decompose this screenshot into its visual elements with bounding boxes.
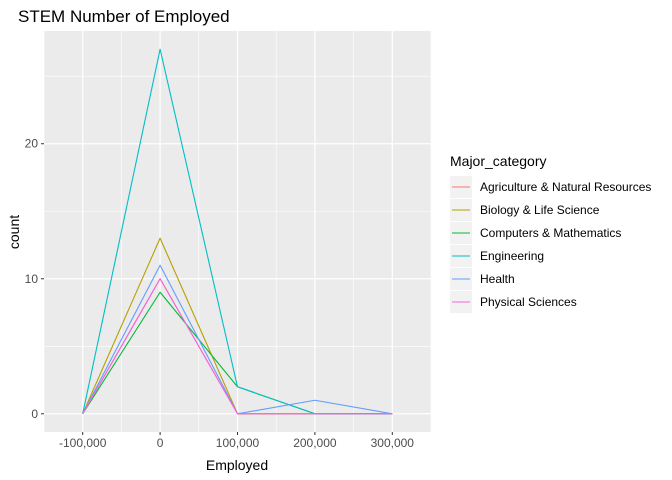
legend-label: Physical Sciences [480, 295, 577, 309]
chart-title: STEM Number of Employed [18, 7, 230, 26]
legend-title: Major_category [450, 153, 547, 169]
legend-item-health: Health [450, 268, 515, 290]
legend-item-biology-life-science: Biology & Life Science [450, 199, 600, 221]
x-tick-label: 300,000 [371, 436, 415, 450]
x-tick-label: 0 [157, 436, 164, 450]
x-axis-title: Employed [206, 457, 268, 473]
y-tick-label: 0 [31, 407, 38, 421]
legend-item-agriculture-natural-resources: Agriculture & Natural Resources [450, 176, 651, 198]
y-tick-label: 10 [25, 272, 39, 286]
legend-label: Biology & Life Science [480, 203, 600, 217]
x-tick-label: -100,000 [59, 436, 107, 450]
legend-label: Health [480, 272, 515, 286]
x-axis-ticks: -100,000 0 100,000 200,000 300,000 [59, 432, 414, 450]
legend-label: Engineering [480, 249, 544, 263]
y-axis-ticks: 0 10 20 [25, 137, 44, 421]
legend-item-computers-mathematics: Computers & Mathematics [450, 222, 621, 244]
x-tick-label: 100,000 [216, 436, 260, 450]
series-line-physical-sciences [82, 278, 393, 415]
legend-label: Agriculture & Natural Resources [480, 180, 651, 194]
legend-item-engineering: Engineering [450, 245, 544, 267]
y-tick-label: 20 [25, 137, 39, 151]
y-axis-title: count [6, 215, 22, 249]
legend-label: Computers & Mathematics [480, 226, 621, 240]
legend: Major_category Agriculture & Natural Res… [450, 153, 651, 313]
legend-item-physical-sciences: Physical Sciences [450, 291, 577, 313]
series-lines [82, 48, 393, 415]
x-tick-label: 200,000 [293, 436, 337, 450]
